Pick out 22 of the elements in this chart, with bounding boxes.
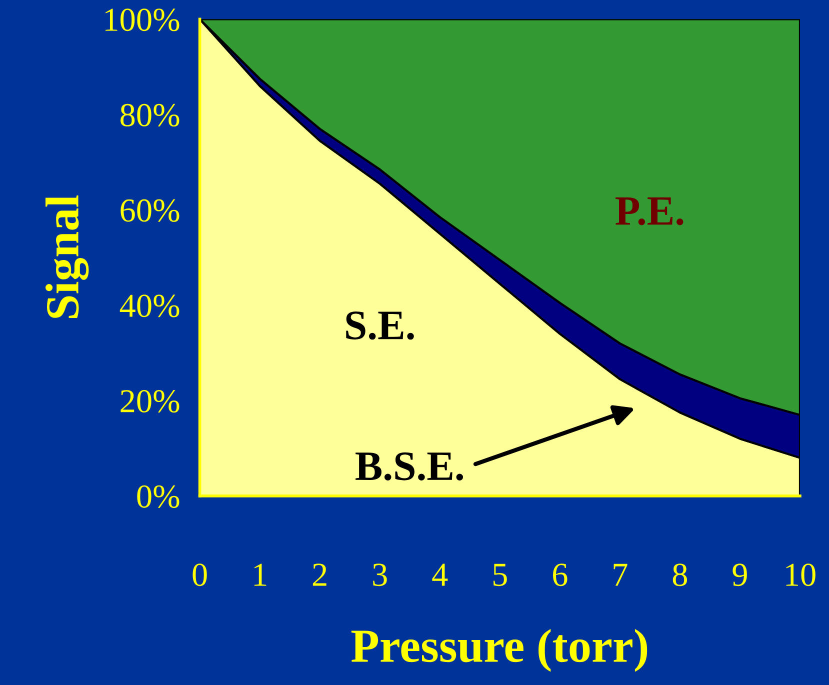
y-tick-label: 0% [137, 485, 180, 508]
text: B.S.E. [356, 452, 464, 481]
x-tick-label: 6 [553, 564, 568, 586]
y-tick-label: 100% [106, 8, 180, 32]
y-tick-label: 40% [120, 294, 180, 318]
y-tick-label: 20% [120, 390, 180, 413]
x-tick-label: 9 [732, 564, 747, 586]
y-tick-label: 60% [120, 199, 180, 222]
x-tick-label: 0 [192, 564, 207, 586]
series-label: S.E. [346, 312, 414, 340]
x-tick-label: 1 [254, 564, 266, 586]
series-label: P.E. [616, 197, 684, 226]
y-axis-title: Signal [45, 195, 89, 318]
x-tick-label: 3 [373, 564, 387, 586]
x-tick-label: 7 [614, 564, 628, 586]
x-tick-label: 10 [786, 564, 816, 586]
x-tick-label: 8 [672, 564, 688, 586]
x-tick-label: 4 [432, 564, 448, 586]
x-tick-label: 5 [493, 564, 507, 586]
x-tick-label: 2 [312, 564, 326, 586]
x-axis-title: Pressure (torr) [351, 628, 648, 672]
y-tick-label: 80% [120, 104, 180, 127]
